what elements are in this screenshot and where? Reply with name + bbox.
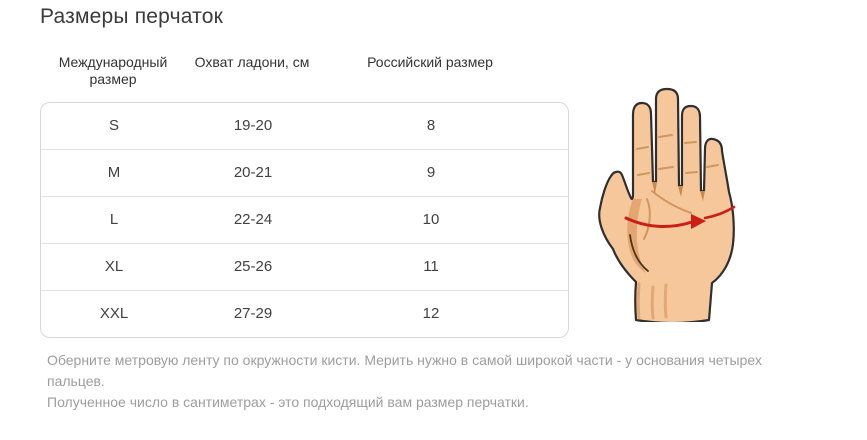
measurement-note-line-2: Полученное число в сантиметрах - это под… [47,394,529,410]
cell-international-size: XL [104,258,124,275]
header-palm-circumference: Охват ладони, см [194,54,310,70]
cell-palm-circumference: 22-24 [233,211,273,228]
cell-international-size: XXL [99,305,129,322]
size-table-header: Международный размер Охват ладони, см Ро… [40,54,569,88]
cell-russian-size: 10 [422,211,440,228]
cell-palm-circumference: 25-26 [233,258,273,275]
cell-spacer [543,150,568,196]
cell-russian-size: 9 [426,164,436,181]
measurement-note: Оберните метровую ленту по окружности ки… [47,350,767,413]
page-title: Размеры перчаток [40,5,223,28]
thumb-shadow-shape [627,199,646,273]
hand-illustration [592,87,747,322]
cell-russian-size: 11 [423,258,439,275]
table-row: M 20-21 9 [41,149,568,196]
cell-spacer [543,244,568,290]
cell-palm-circumference: 19-20 [233,117,273,134]
finger-creases [636,134,719,176]
size-table: S 19-20 8 M 20-21 9 L 22-24 10 XL 25-26 … [40,102,569,338]
cell-spacer [543,291,568,337]
measure-arrow-icon [624,205,736,229]
cell-international-size: L [109,211,119,228]
header-international-size: Международный размер [58,54,168,87]
wrist-shading [636,282,668,320]
cell-palm-circumference: 27-29 [233,305,273,322]
table-row: S 19-20 8 [41,103,568,149]
palm-crease-life-line [643,198,651,240]
cell-international-size: M [107,164,121,181]
header-russian-size: Российский размер [367,54,493,70]
cell-russian-size: 12 [422,305,440,322]
table-row: L 22-24 10 [41,196,568,243]
table-row: XXL 27-29 12 [41,290,568,337]
cell-spacer [543,197,568,243]
hand-palm-icon [598,87,736,322]
thumb-crease [629,234,649,272]
cell-palm-circumference: 20-21 [233,164,273,181]
cell-spacer [543,103,568,149]
cell-international-size: S [108,117,119,134]
cell-russian-size: 8 [426,117,436,134]
table-row: XL 25-26 11 [41,243,568,290]
measurement-note-line-1: Оберните метровую ленту по окружности ки… [47,352,762,389]
